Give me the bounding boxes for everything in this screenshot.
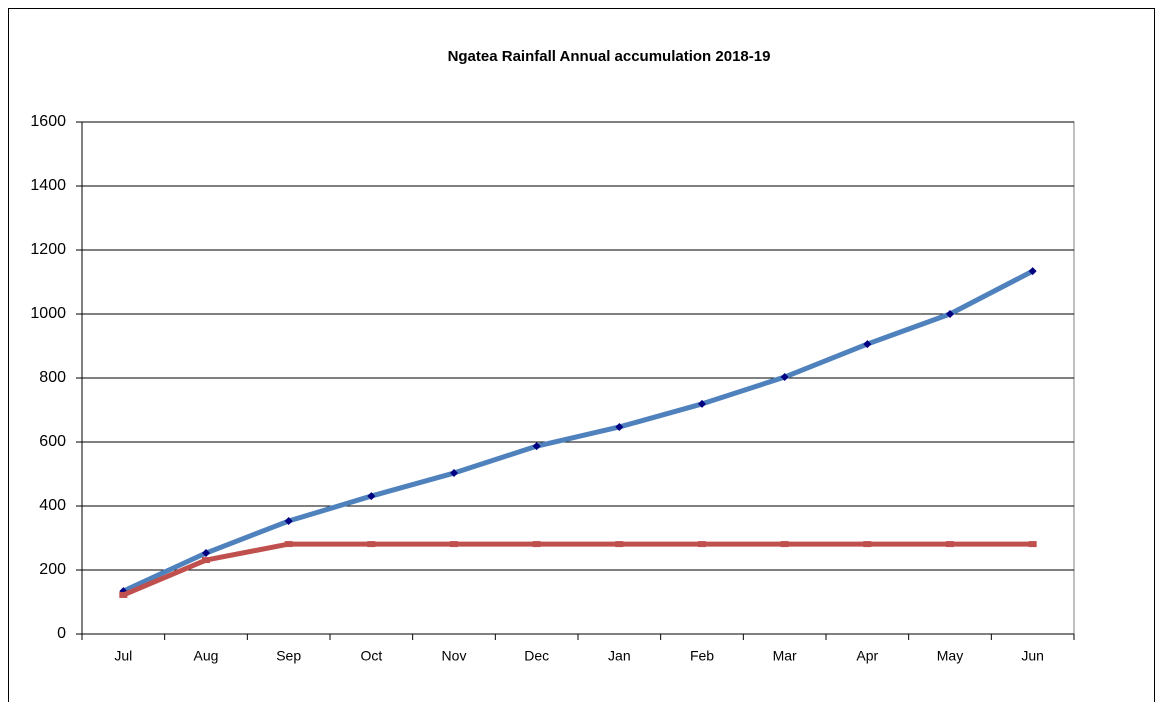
marker bbox=[1028, 541, 1037, 548]
marker bbox=[698, 541, 706, 548]
y-tick-label: 1400 bbox=[30, 177, 66, 194]
marker bbox=[532, 541, 541, 548]
y-tick-label: 0 bbox=[57, 625, 66, 642]
marker bbox=[202, 549, 210, 558]
marker bbox=[863, 340, 872, 349]
x-tick-label: Sep bbox=[276, 648, 301, 664]
marker bbox=[202, 557, 210, 564]
marker bbox=[119, 591, 128, 598]
x-tick-label: Nov bbox=[442, 648, 467, 664]
marker bbox=[284, 541, 293, 548]
marker bbox=[367, 492, 376, 501]
y-tick-label: 200 bbox=[39, 561, 66, 578]
chart-title: Ngatea Rainfall Annual accumulation 2018… bbox=[448, 48, 771, 65]
x-tick-label: Feb bbox=[690, 648, 714, 664]
x-tick-label: Aug bbox=[194, 648, 219, 664]
marker bbox=[780, 373, 789, 382]
marker bbox=[615, 541, 624, 548]
x-tick-label: Oct bbox=[360, 648, 382, 664]
marker bbox=[450, 541, 458, 548]
marker bbox=[1028, 267, 1037, 276]
marker bbox=[284, 517, 293, 526]
chart-frame bbox=[8, 8, 1155, 702]
series-line bbox=[122, 541, 1033, 598]
x-tick-label: Jan bbox=[608, 648, 631, 664]
y-tick-label: 800 bbox=[39, 369, 66, 386]
x-tick-label: Jun bbox=[1021, 648, 1044, 664]
marker bbox=[615, 422, 624, 431]
marker bbox=[698, 399, 706, 408]
marker bbox=[863, 541, 872, 548]
x-tick-label: Jul bbox=[114, 648, 132, 664]
y-tick-label: 400 bbox=[39, 497, 66, 514]
marker bbox=[780, 541, 789, 548]
x-tick-label: Apr bbox=[856, 648, 878, 664]
y-tick-label: 1200 bbox=[30, 241, 66, 258]
y-tick-label: 1000 bbox=[30, 305, 66, 322]
marker bbox=[946, 310, 954, 318]
series-line bbox=[122, 268, 1034, 594]
x-tick-label: May bbox=[937, 648, 963, 664]
x-tick-label: Dec bbox=[524, 648, 549, 664]
x-tick-label: Mar bbox=[773, 648, 797, 664]
marker bbox=[367, 541, 376, 548]
marker bbox=[450, 469, 458, 478]
marker bbox=[946, 541, 954, 548]
y-tick-label: 600 bbox=[39, 433, 66, 450]
marker bbox=[532, 442, 541, 451]
y-tick-label: 1600 bbox=[30, 113, 66, 130]
